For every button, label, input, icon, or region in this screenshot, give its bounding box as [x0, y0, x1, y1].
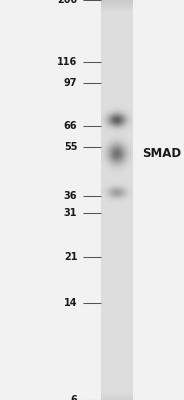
Text: 66: 66 [64, 122, 77, 132]
Text: 36: 36 [64, 191, 77, 201]
Text: SMAD: SMAD [142, 147, 181, 160]
Text: 200: 200 [57, 0, 77, 5]
Text: 97: 97 [64, 78, 77, 88]
Text: 14: 14 [64, 298, 77, 308]
Text: 116: 116 [57, 57, 77, 67]
Text: 31: 31 [64, 208, 77, 218]
Text: 55: 55 [64, 142, 77, 152]
Text: 21: 21 [64, 252, 77, 262]
Text: 6: 6 [70, 395, 77, 400]
